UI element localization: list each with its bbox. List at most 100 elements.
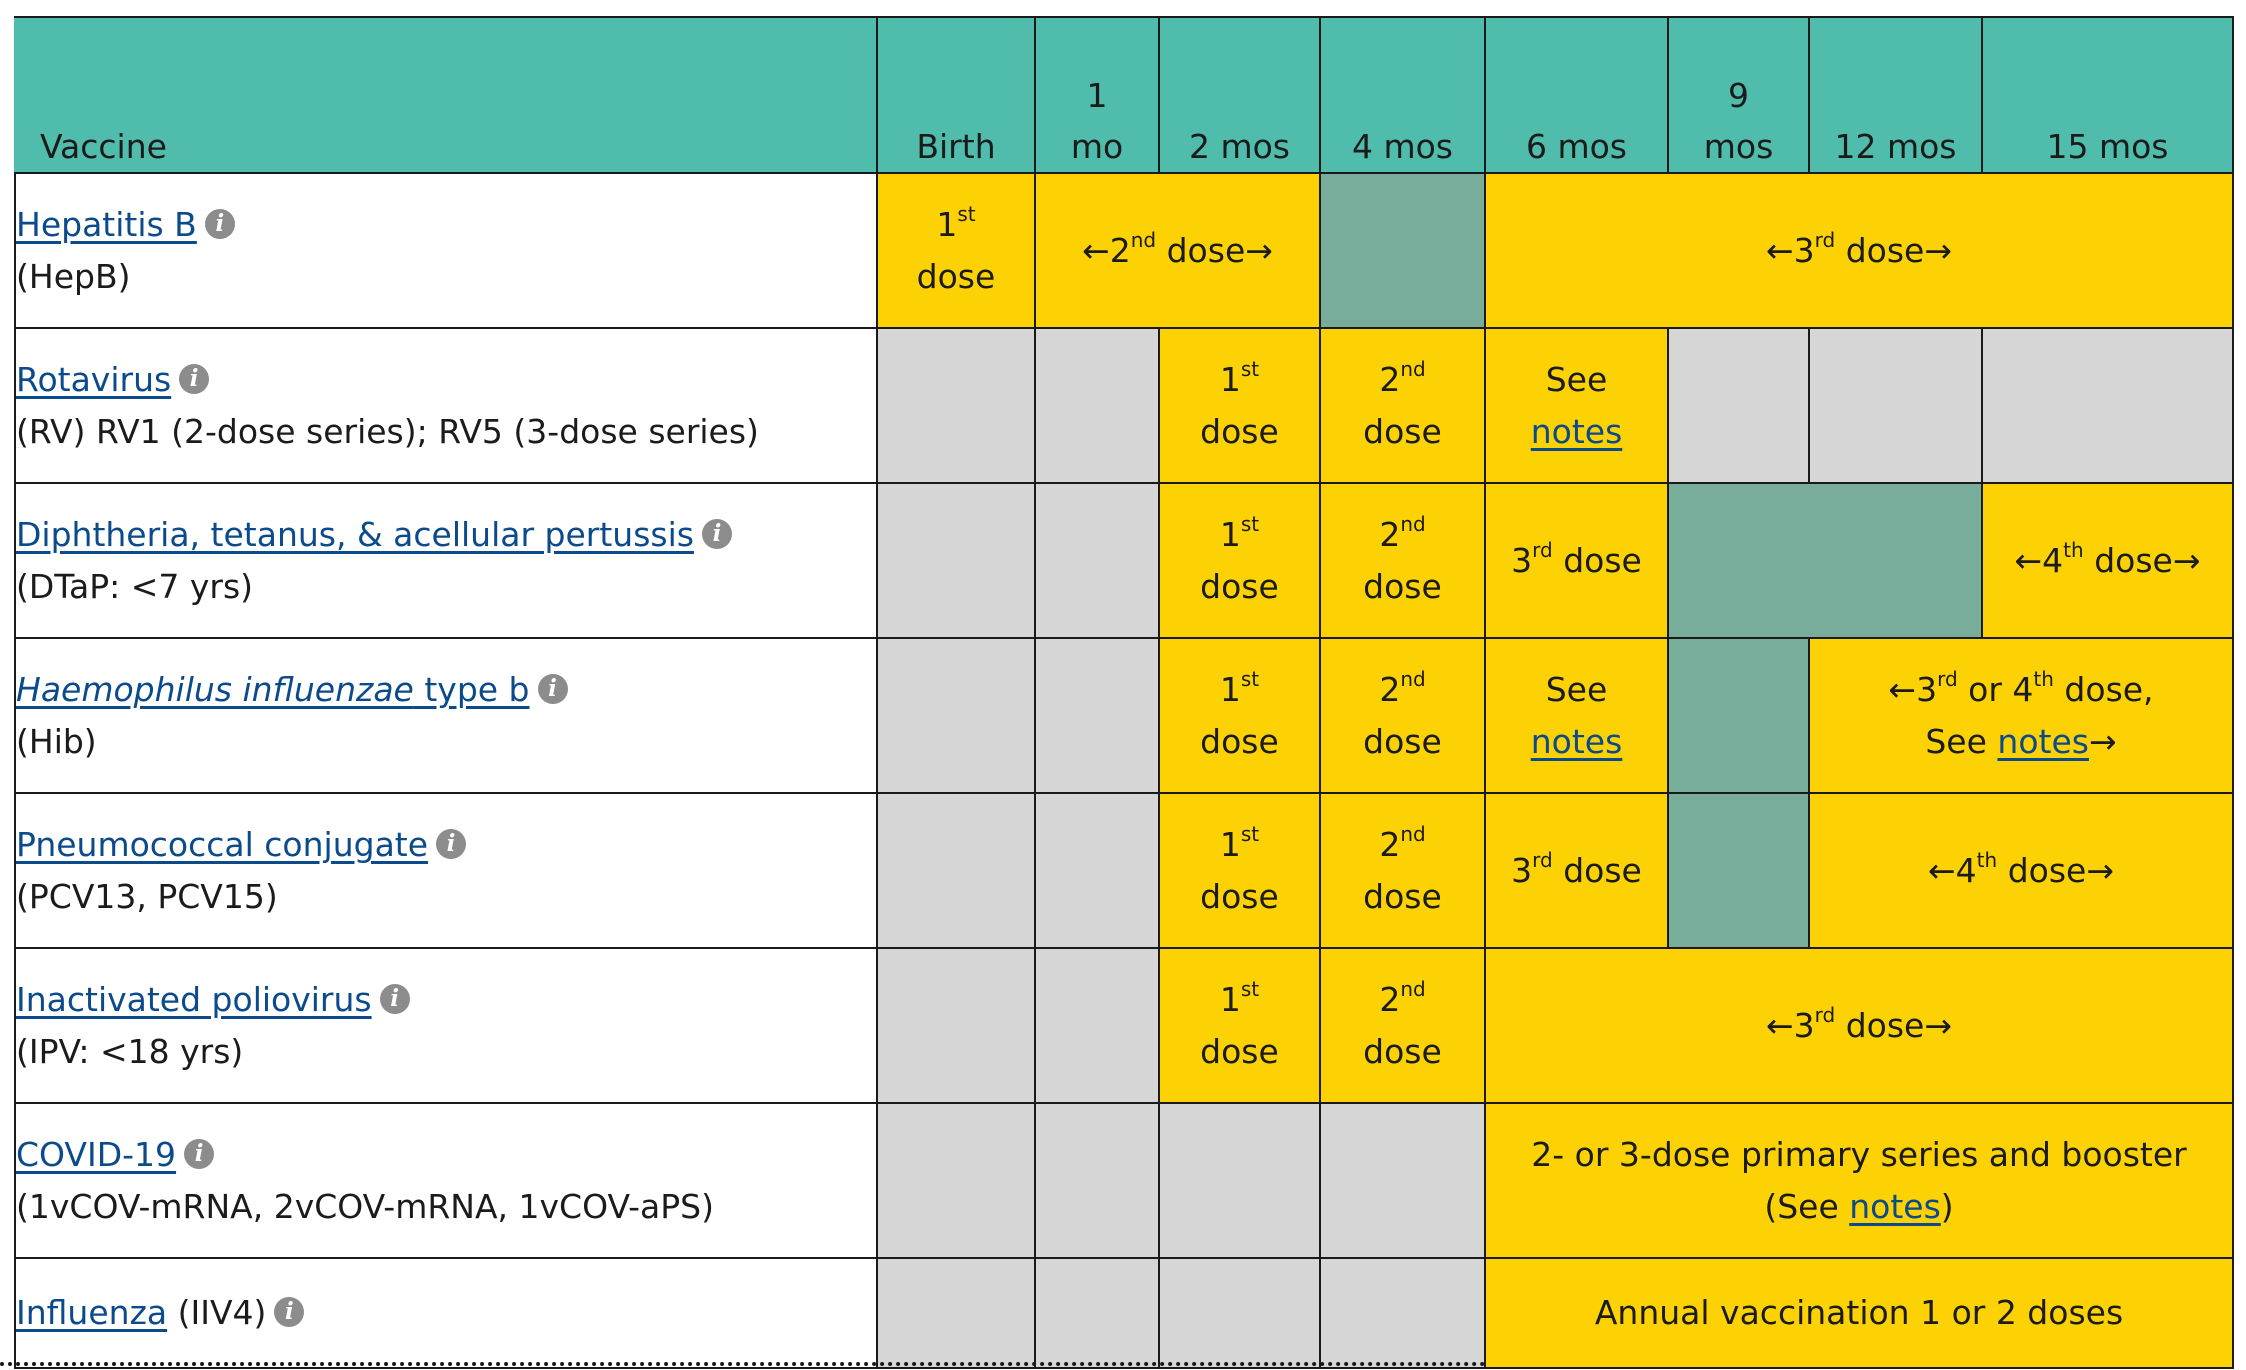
hepatitis-b-link[interactable]: Hepatitis B [16, 205, 197, 245]
empty-cell [1034, 1102, 1160, 1259]
dose-cell: 1st dose [1158, 482, 1321, 639]
dose-cell: 2nd dose [1319, 637, 1486, 794]
table-row: COVID-19 i (1vCOV-mRNA, 2vCOV-mRNA, 1vCOV… [14, 1102, 2234, 1259]
scroll-edge-divider [0, 1362, 1486, 1366]
empty-cell [1981, 327, 2234, 484]
catch-up-cell [1319, 172, 1486, 329]
info-icon[interactable]: i [379, 983, 410, 1014]
empty-cell [1034, 1257, 1160, 1369]
age-header-15-mos: 15 mos [1981, 16, 2234, 174]
dose-cell: 2nd dose [1319, 947, 1486, 1104]
info-icon[interactable]: i [537, 673, 568, 704]
poliovirus-link[interactable]: Inactivated poliovirus [16, 980, 372, 1020]
vaccine-cell: COVID-19 i (1vCOV-mRNA, 2vCOV-mRNA, 1vCOV… [14, 1102, 878, 1259]
empty-cell [1667, 327, 1810, 484]
table-row: Influenza (IIV4) i Annual vaccination 1 o… [14, 1257, 2234, 1369]
hib-link[interactable]: Haemophilus influenzae type b [16, 670, 530, 710]
table-row: Rotavirus i (RV) RV1 (2-dose series); RV5… [14, 327, 2234, 484]
empty-cell [1034, 482, 1160, 639]
vaccine-cell: Rotavirus i (RV) RV1 (2-dose series); RV5… [14, 327, 878, 484]
vaccine-cell: Pneumococcal conjugate i (PCV13, PCV15) [14, 792, 878, 949]
dose-cell: See notes [1484, 637, 1669, 794]
empty-cell [1808, 327, 1983, 484]
dose-cell: ←3rd or 4th dose, See notes→ [1808, 637, 2234, 794]
age-header-12-mos: 12 mos [1808, 16, 1983, 174]
vaccine-abbrev: (IIV4) [167, 1293, 267, 1333]
info-icon[interactable]: i [436, 828, 467, 859]
dose-cell: 1st dose [1158, 792, 1321, 949]
notes-link[interactable]: notes [1849, 1186, 1941, 1226]
notes-link[interactable]: notes [1530, 721, 1623, 761]
dose-cell: 3rd dose [1484, 482, 1669, 639]
empty-cell [876, 947, 1036, 1104]
dose-cell: 2nd dose [1319, 327, 1486, 484]
immunization-schedule-table: Vaccine Birth 1 mo 2 mos 4 mos 6 mos 9 mos… [14, 16, 2234, 1369]
empty-cell [876, 792, 1036, 949]
vaccine-abbrev: (IPV: <18 yrs) [16, 1031, 244, 1071]
vaccine-column-header: Vaccine [14, 16, 878, 174]
catch-up-cell [1667, 637, 1810, 794]
empty-cell [1034, 327, 1160, 484]
dose-cell: 1st dose [1158, 947, 1321, 1104]
age-header-1-mo: 1 mo [1034, 16, 1160, 174]
dose-cell: 2- or 3-dose primary series and booster … [1484, 1102, 2234, 1259]
table-row: Diphtheria, tetanus, & acellular pertuss… [14, 482, 2234, 639]
empty-cell [1034, 637, 1160, 794]
vaccine-abbrev: (DTaP: <7 yrs) [16, 566, 254, 606]
dose-cell: ←4th dose→ [1808, 792, 2234, 949]
age-header-4-mos: 4 mos [1319, 16, 1486, 174]
dose-cell: 1st dose [876, 172, 1036, 329]
empty-cell [876, 1257, 1036, 1369]
table-row: Inactivated poliovirus i (IPV: <18 yrs) 1… [14, 947, 2234, 1104]
empty-cell [876, 482, 1036, 639]
vaccine-cell: Influenza (IIV4) i [14, 1257, 878, 1369]
dose-cell: 2nd dose [1319, 792, 1486, 949]
empty-cell [1034, 792, 1160, 949]
dose-cell: ←3rd dose→ [1484, 947, 2234, 1104]
dose-cell: 1st dose [1158, 637, 1321, 794]
empty-cell [1319, 1257, 1486, 1369]
header-row: Vaccine Birth 1 mo 2 mos 4 mos 6 mos 9 mos… [14, 16, 2234, 174]
age-header-2-mos: 2 mos [1158, 16, 1321, 174]
dose-cell: See notes [1484, 327, 1669, 484]
vaccine-abbrev: (HepB) [16, 256, 131, 296]
pneumococcal-link[interactable]: Pneumococcal conjugate [16, 825, 429, 865]
dose-cell: 3rd dose [1484, 792, 1669, 949]
catch-up-cell [1667, 482, 1983, 639]
empty-cell [876, 637, 1036, 794]
dose-cell: Annual vaccination 1 or 2 doses [1484, 1257, 2234, 1369]
notes-link[interactable]: notes [1530, 411, 1623, 451]
info-icon[interactable]: i [179, 363, 210, 394]
empty-cell [876, 327, 1036, 484]
dose-cell: ←4th dose→ [1981, 482, 2234, 639]
notes-link[interactable]: notes [1997, 721, 2089, 761]
empty-cell [1319, 1102, 1486, 1259]
vaccine-abbrev: (1vCOV-mRNA, 2vCOV-mRNA, 1vCOV-aPS) [16, 1186, 714, 1226]
vaccine-abbrev: (Hib) [16, 721, 97, 761]
info-icon[interactable]: i [184, 1138, 215, 1169]
dose-cell: 2nd dose [1319, 482, 1486, 639]
vaccine-abbrev: (PCV13, PCV15) [16, 876, 278, 916]
age-header-birth: Birth [876, 16, 1036, 174]
empty-cell [1034, 947, 1160, 1104]
table-row: Pneumococcal conjugate i (PCV13, PCV15) 1… [14, 792, 2234, 949]
dose-cell: ←3rd dose→ [1484, 172, 2234, 329]
empty-cell [1158, 1102, 1321, 1259]
info-icon[interactable]: i [274, 1296, 305, 1327]
vaccine-cell: Inactivated poliovirus i (IPV: <18 yrs) [14, 947, 878, 1104]
empty-cell [876, 1102, 1036, 1259]
info-icon[interactable]: i [701, 518, 732, 549]
vaccine-abbrev: (RV) RV1 (2-dose series); RV5 (3-dose se… [16, 411, 759, 451]
influenza-link[interactable]: Influenza [16, 1293, 168, 1333]
info-icon[interactable]: i [204, 208, 235, 239]
vaccine-cell: Diphtheria, tetanus, & acellular pertuss… [14, 482, 878, 639]
covid-19-link[interactable]: COVID-19 [16, 1135, 177, 1175]
dtap-link[interactable]: Diphtheria, tetanus, & acellular pertuss… [16, 515, 694, 555]
catch-up-cell [1667, 792, 1810, 949]
age-header-6-mos: 6 mos [1484, 16, 1669, 174]
rotavirus-link[interactable]: Rotavirus [16, 360, 172, 400]
empty-cell [1158, 1257, 1321, 1369]
